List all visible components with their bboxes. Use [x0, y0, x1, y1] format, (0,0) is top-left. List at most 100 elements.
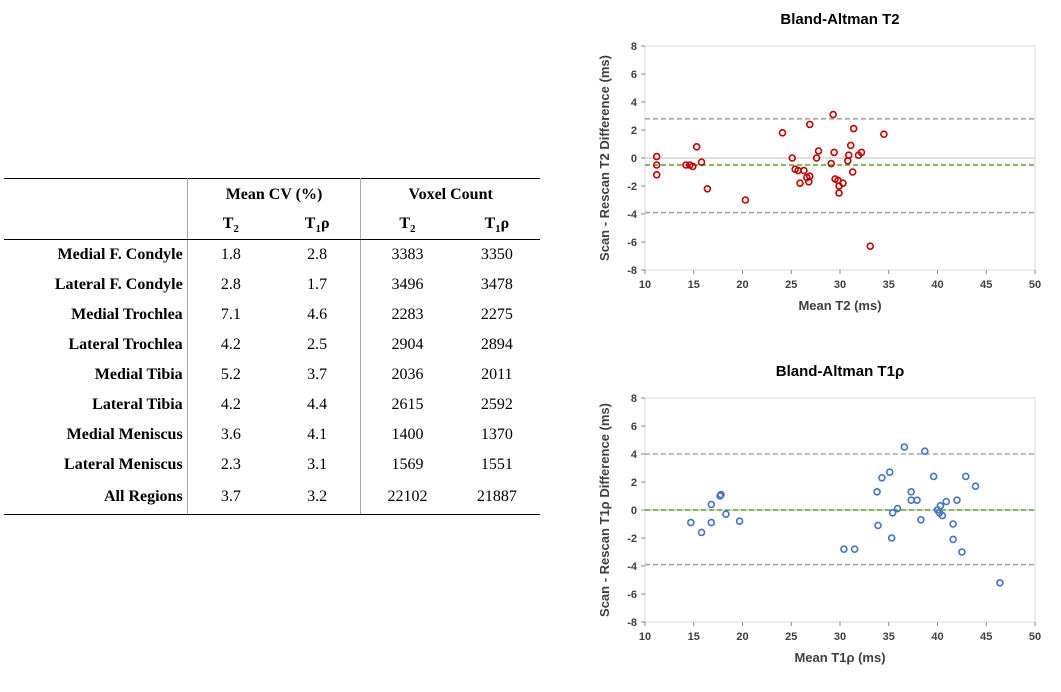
x-tick-label: 30 — [834, 279, 846, 291]
subheader-cv-t2: T2 — [186, 211, 274, 240]
y-tick-label: 2 — [631, 125, 637, 137]
y-tick-label: 4 — [631, 97, 638, 109]
data-point — [885, 468, 894, 476]
table-row: Lateral Meniscus 2.3 3.1 1569 1551 — [4, 450, 540, 480]
data-point — [866, 242, 875, 250]
y-tick-label: 8 — [631, 41, 637, 53]
data-point — [913, 496, 921, 504]
table-row: Medial Trochlea 7.1 4.6 2283 2275 — [4, 300, 540, 330]
data-point — [893, 504, 902, 513]
vc-t2-cell: 3496 — [360, 270, 454, 300]
cv-t1rho-cell: 4.4 — [307, 396, 328, 413]
data-point — [844, 151, 853, 159]
y-axis-label: Scan - Rescan T1ρ Difference (ms) — [597, 403, 612, 617]
data-point — [996, 579, 1004, 587]
data-point — [848, 168, 857, 176]
table-row: Medial F. Condyle 1.8 2.8 3383 3350 — [4, 239, 540, 270]
data-point — [971, 482, 980, 490]
data-point — [874, 521, 882, 530]
data-point — [835, 189, 843, 197]
vc-t1rho-cell: 2011 — [481, 366, 513, 383]
vc-t2-cell: 1400 — [360, 420, 454, 450]
cv-t2-cell: 2.8 — [186, 270, 274, 300]
x-tick-label: 15 — [688, 279, 700, 291]
x-tick-label: 20 — [736, 631, 748, 643]
y-axis-label: Scan - Rescan T2 Difference (ms) — [597, 55, 612, 261]
data-point — [652, 161, 661, 169]
data-point — [687, 518, 695, 527]
data-point — [857, 148, 866, 157]
y-tick-label: 8 — [631, 393, 637, 405]
x-tick-label: 10 — [639, 631, 651, 643]
data-point — [741, 196, 750, 204]
data-point — [788, 154, 797, 162]
y-tick-label: -8 — [627, 265, 637, 277]
vc-t1rho-cell: 2592 — [480, 396, 513, 413]
y-tick-label: -4 — [627, 209, 638, 221]
y-tick-label: 4 — [631, 449, 638, 461]
data-point — [703, 185, 712, 193]
region-label: Lateral Meniscus — [64, 456, 183, 473]
mean-cv-header: Mean CV (%) — [186, 178, 361, 211]
data-point — [888, 509, 897, 517]
x-tick-label: 15 — [688, 631, 700, 643]
x-tick-label: 35 — [883, 279, 895, 291]
table-row: Medial Tibia 5.2 3.7 2036 2011 — [4, 360, 540, 390]
chart-title: Bland-Altman T1ρ — [776, 363, 904, 380]
subheader-vc-t2: T2 — [360, 211, 454, 240]
data-point — [692, 143, 701, 151]
cv-t2-cell: 3.6 — [186, 420, 274, 450]
data-point — [707, 518, 716, 527]
vc-t2-cell: 2036 — [360, 360, 454, 390]
table-row: Lateral F. Condyle 2.8 1.7 3496 3478 — [4, 270, 540, 300]
y-tick-label: 6 — [631, 421, 637, 433]
vc-t2-cell: 3383 — [360, 239, 454, 270]
x-tick-label: 30 — [834, 631, 846, 643]
cv-t1rho-cell: 4.1 — [307, 426, 328, 443]
x-tick-label: 45 — [980, 631, 992, 643]
region-label: Lateral Trochlea — [68, 336, 183, 353]
cv-t2-cell: 4.2 — [186, 330, 274, 360]
cv-t1rho-cell: 2.8 — [307, 246, 328, 263]
x-tick-label: 25 — [785, 631, 797, 643]
data-point — [907, 488, 915, 496]
data-point — [949, 520, 957, 528]
data-point — [849, 124, 858, 133]
data-point — [840, 545, 848, 553]
vc-t2-cell: 1569 — [360, 450, 454, 480]
subheader-cv-t1rho: T1ρ — [273, 211, 361, 240]
data-point — [850, 545, 859, 553]
data-point — [814, 147, 823, 155]
data-point — [778, 129, 787, 137]
cv-t1rho-cell: 4.6 — [307, 306, 328, 323]
chart-title: Bland-Altman T2 — [780, 11, 899, 28]
cv-t2-cell: 5.2 — [186, 360, 274, 390]
x-axis-label: Mean T1ρ (ms) — [794, 650, 885, 665]
region-label: Medial F. Condyle — [57, 246, 183, 263]
region-label: Lateral F. Condyle — [54, 276, 183, 293]
vc-t2-cell: 2615 — [360, 390, 454, 420]
y-tick-label: -6 — [627, 589, 637, 601]
bland-altman-t1rho-chart: Bland-Altman T1ρ -8 -6 -4 -2 0 2 4 6 8 10 15 20 25 30 3… — [597, 363, 1041, 665]
data-point — [961, 472, 970, 481]
vc-t1rho-cell: 1370 — [480, 426, 513, 443]
data-point — [846, 141, 855, 150]
data-point — [652, 152, 661, 161]
data-point — [688, 162, 697, 171]
cv-voxel-table: Mean CV (%) Voxel Count T2 T1ρ T2 T1ρ Me… — [4, 178, 540, 515]
data-point — [652, 171, 661, 179]
y-tick-label: 6 — [631, 69, 637, 81]
vc-t1rho-cell: 21887 — [453, 480, 540, 515]
cv-t2-cell: 7.1 — [186, 300, 274, 330]
bland-altman-t2-chart: Bland-Altman T2 -8 -6 -4 -2 0 2 4 6 8 10 15 20 25 30 35… — [597, 11, 1041, 313]
data-point — [878, 474, 886, 482]
data-point — [830, 148, 838, 157]
x-tick-label: 20 — [736, 279, 748, 291]
data-point — [829, 110, 837, 119]
data-point — [800, 166, 808, 175]
cv-t2-cell: 3.7 — [186, 480, 274, 515]
x-axis-label: Mean T2 (ms) — [798, 298, 881, 313]
table-row: Lateral Tibia 4.2 4.4 2615 2592 — [4, 390, 540, 420]
data-point — [887, 534, 896, 542]
cv-t1rho-cell: 3.2 — [273, 480, 361, 515]
